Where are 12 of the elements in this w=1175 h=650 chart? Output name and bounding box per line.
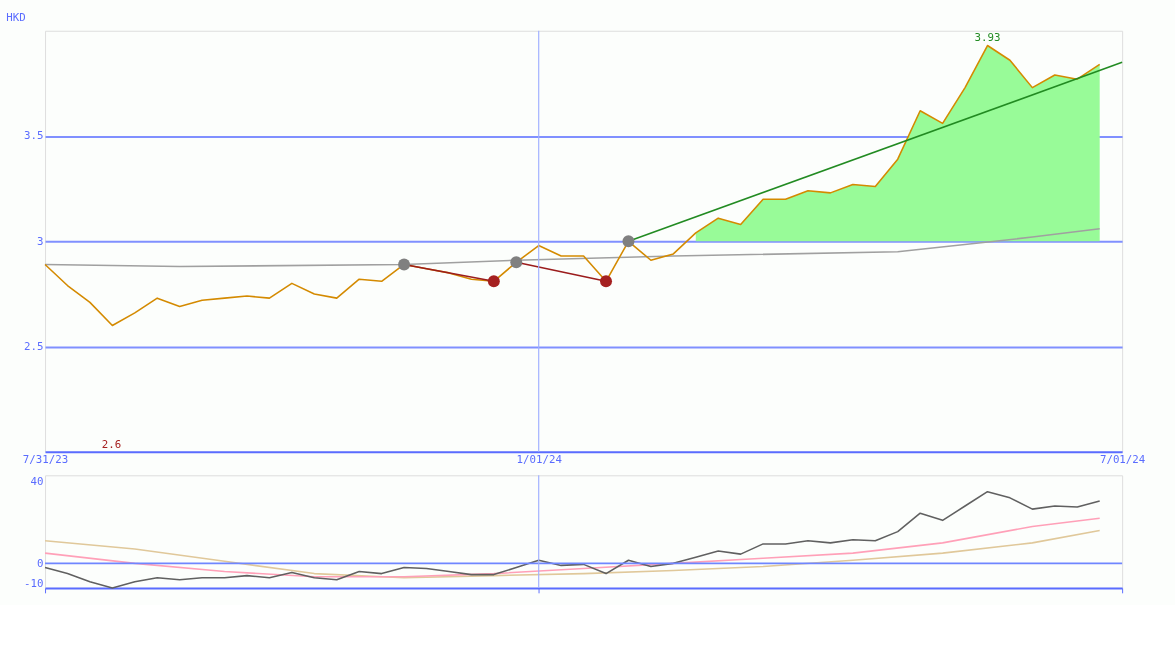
- x-tick-label: 7/01/24: [1099, 453, 1146, 467]
- y-tick-label: 3: [37, 234, 44, 248]
- annotation: 3.93: [974, 30, 1001, 44]
- y-axis-title: HKD: [6, 11, 26, 25]
- x-tick-label: 1/01/24: [516, 453, 562, 467]
- annotation: 2.6: [101, 437, 122, 451]
- y-tick-label: 2.5: [24, 339, 44, 353]
- y-tick-label: -10: [24, 577, 44, 591]
- y-tick-label: 0: [37, 556, 44, 570]
- x-tick-label: 7/31/23: [22, 453, 69, 467]
- y-tick-label: 3.5: [24, 129, 44, 143]
- y-tick-label: 40: [30, 474, 44, 488]
